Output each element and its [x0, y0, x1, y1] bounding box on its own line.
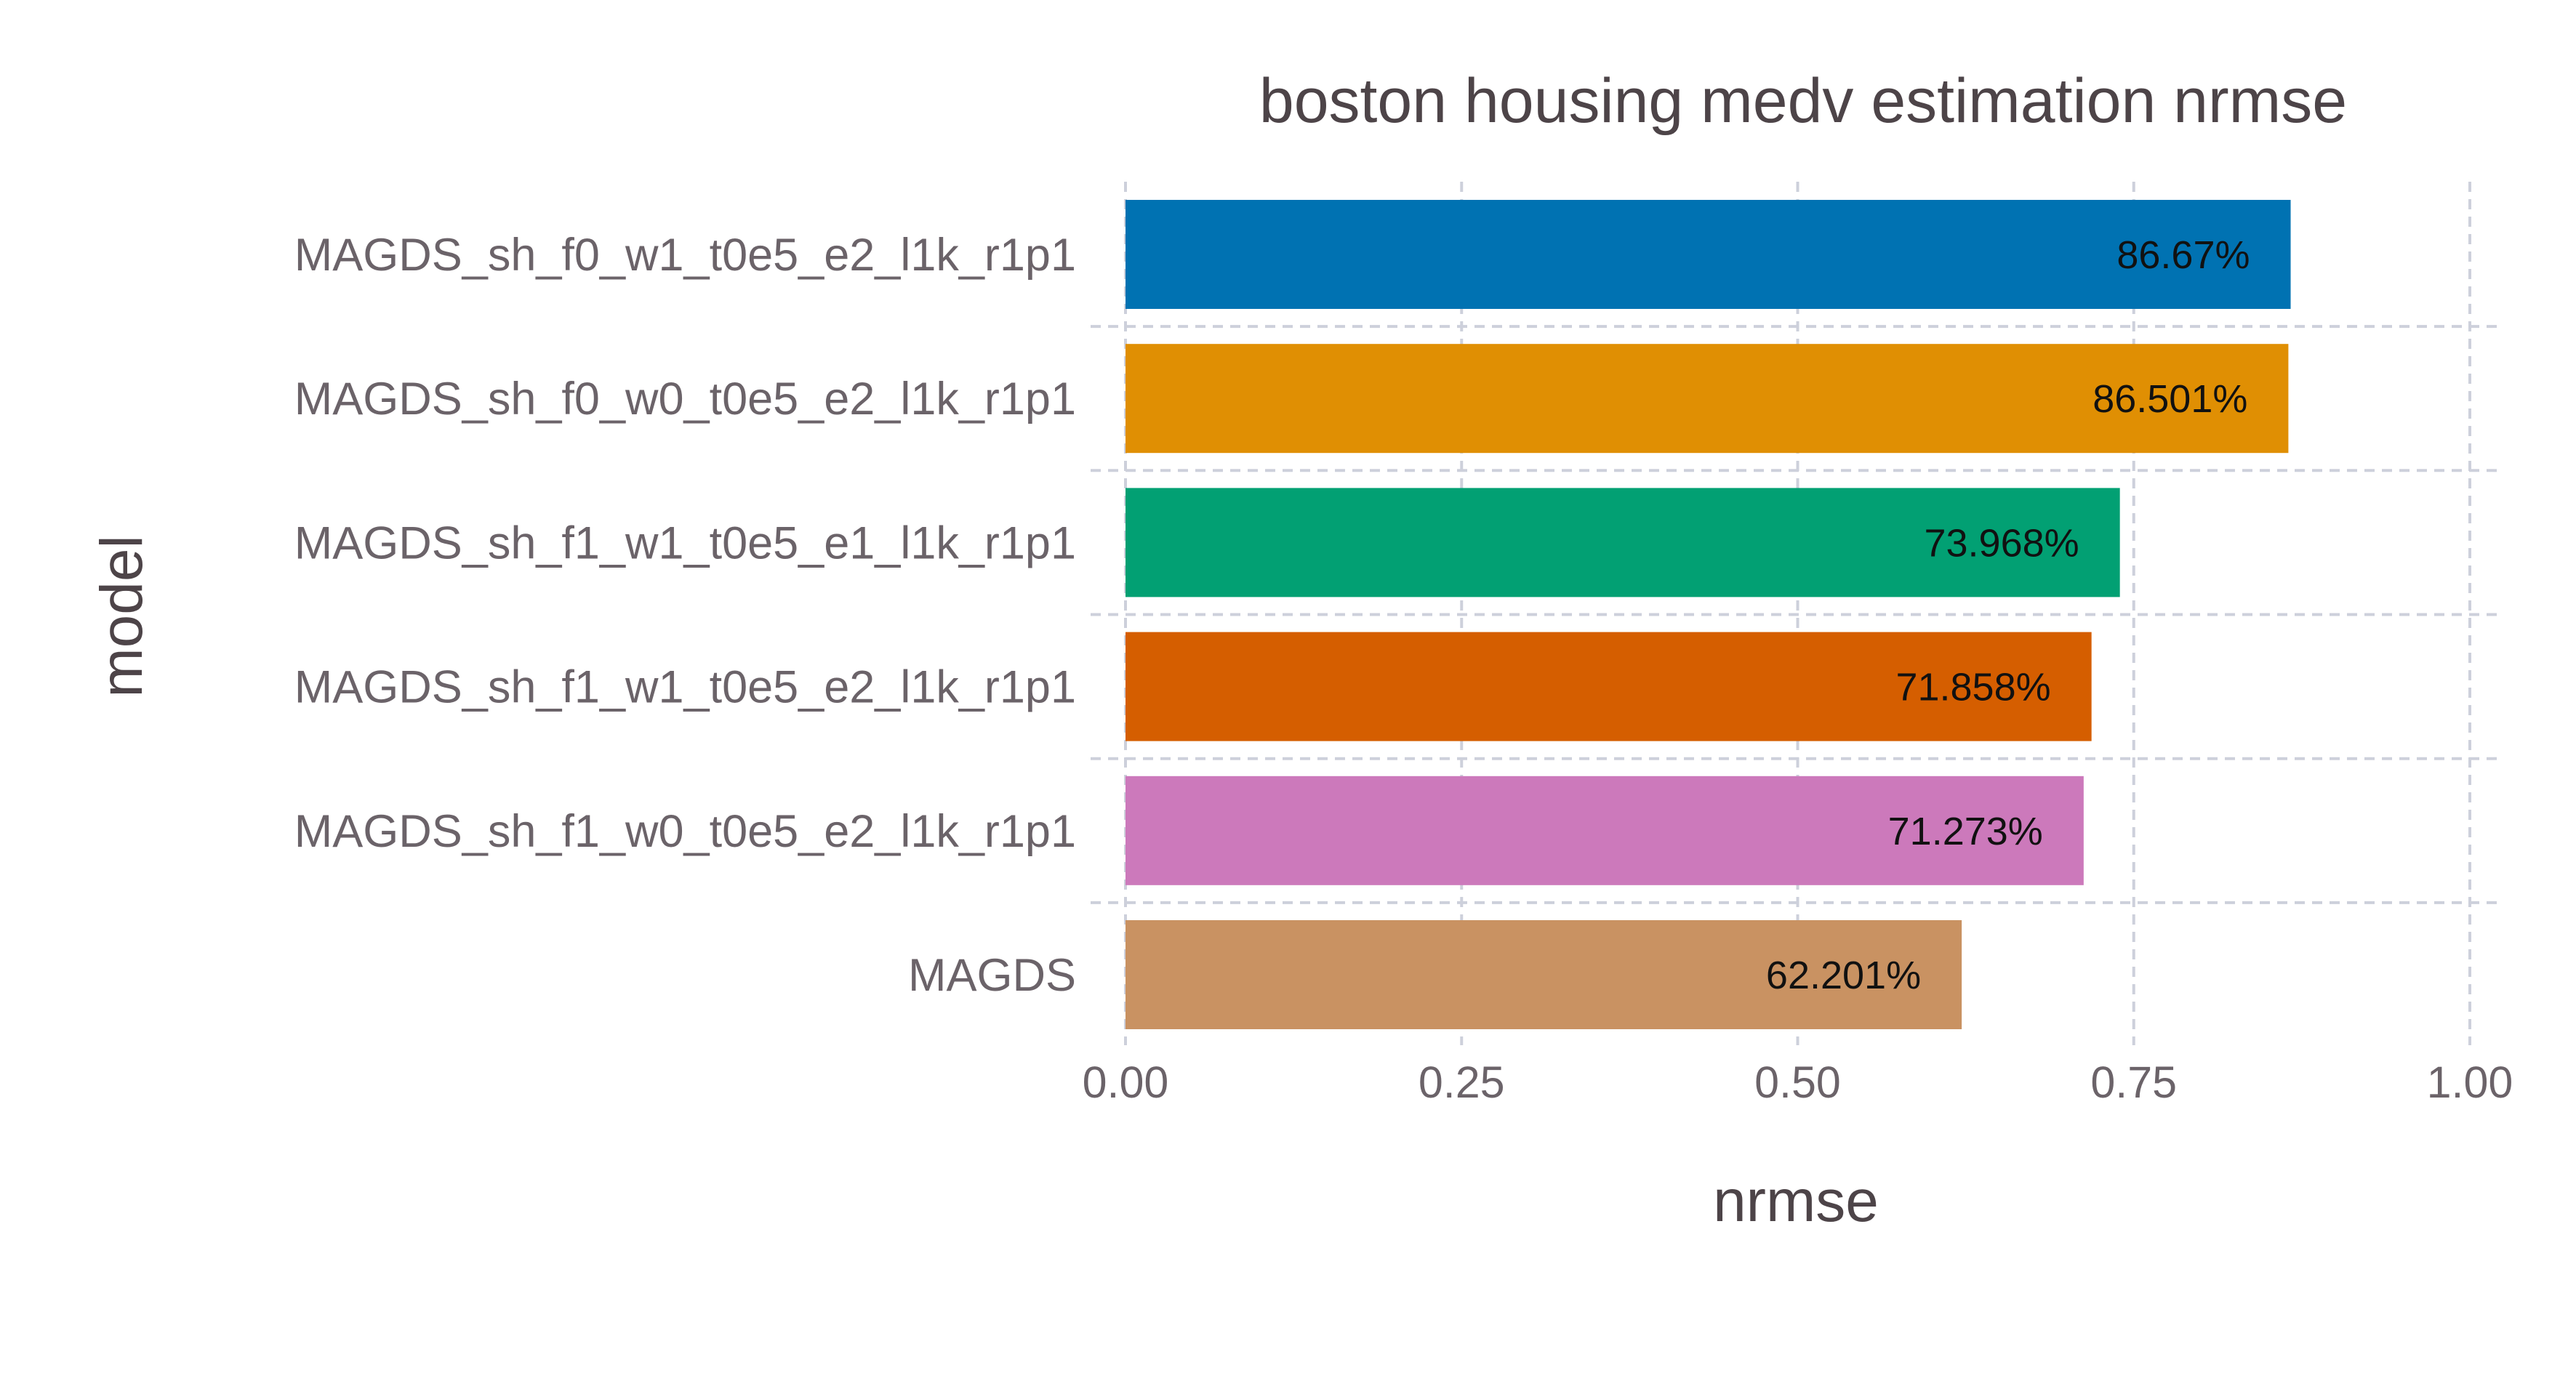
x-tick-label: 1.00	[2427, 1058, 2513, 1107]
category-label: MAGDS_sh_f0_w0_t0e5_e2_l1k_r1p1	[294, 374, 1076, 424]
category-label: MAGDS_sh_f1_w0_t0e5_e2_l1k_r1p1	[294, 806, 1076, 857]
bar-value-label: 62.201%	[1766, 954, 1921, 997]
bar	[1126, 200, 2291, 309]
bar	[1126, 920, 1962, 1029]
labels: 86.67% MAGDS_sh_f0_w1_t0e5_e2_l1k_r1p1 86.…	[294, 230, 2513, 1107]
chart-title: boston housing medv estimation nrmse	[1259, 66, 2347, 136]
y-axis-title: model	[89, 535, 155, 697]
gridlines	[1091, 182, 2501, 1045]
bar	[1126, 632, 2092, 741]
bars	[1126, 200, 2291, 1029]
category-label: MAGDS_sh_f1_w1_t0e5_e1_l1k_r1p1	[294, 518, 1076, 568]
x-tick-label: 0.25	[1419, 1058, 1505, 1107]
bar-value-label: 71.858%	[1895, 666, 2050, 709]
category-label: MAGDS_sh_f1_w1_t0e5_e2_l1k_r1p1	[294, 662, 1076, 713]
category-label: MAGDS_sh_f0_w1_t0e5_e2_l1k_r1p1	[294, 230, 1076, 281]
bar-value-label: 86.67%	[2116, 233, 2250, 277]
bar	[1126, 344, 2289, 454]
bar	[1126, 488, 2120, 597]
x-tick-label: 0.75	[2090, 1058, 2177, 1107]
bar-value-label: 86.501%	[2093, 377, 2247, 421]
bar	[1126, 776, 2084, 885]
x-tick-label: 0.00	[1083, 1058, 1169, 1107]
x-axis-title: nrmse	[1713, 1168, 1879, 1234]
x-tick-label: 0.50	[1754, 1058, 1841, 1107]
category-label: MAGDS	[908, 950, 1076, 1001]
bar-value-label: 71.273%	[1888, 810, 2043, 853]
bar-value-label: 73.968%	[1924, 521, 2079, 565]
